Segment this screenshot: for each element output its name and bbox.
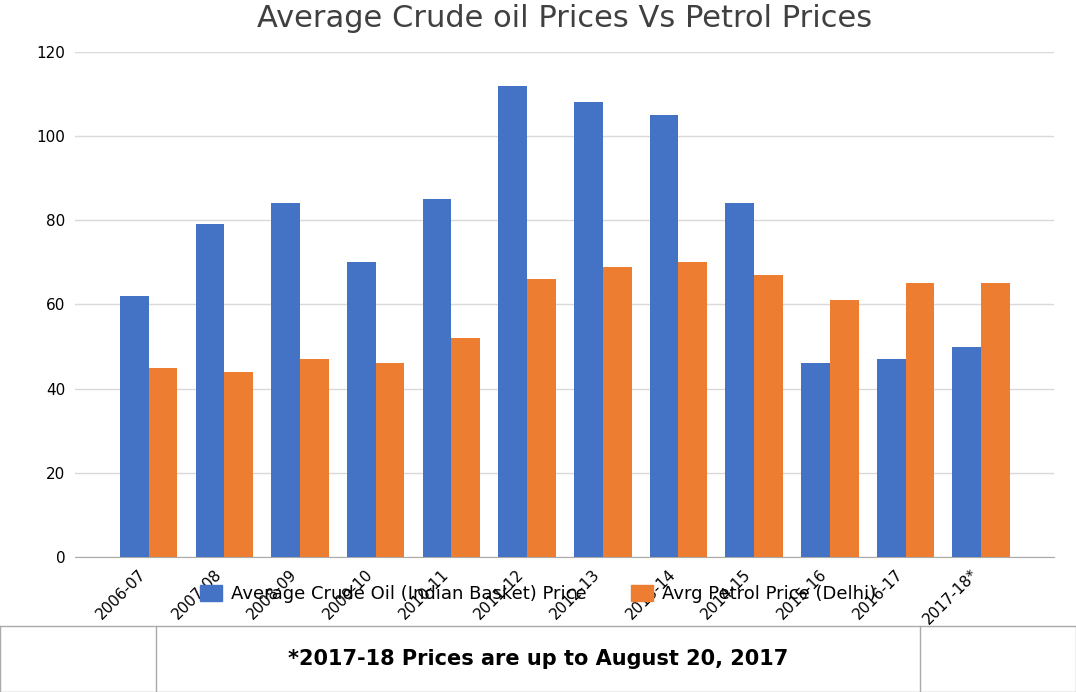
Bar [801, 363, 830, 557]
Bar [224, 372, 253, 557]
Bar [830, 300, 859, 557]
Bar [906, 284, 934, 557]
Bar [498, 86, 527, 557]
Bar [650, 115, 679, 557]
Bar [603, 266, 632, 557]
Legend: Average Crude Oil (Indian Basket) Price, Avrg Petrol Price (Delhi): Average Crude Oil (Indian Basket) Price,… [193, 578, 883, 610]
Bar [346, 262, 376, 557]
Bar [527, 279, 556, 557]
Bar [754, 275, 783, 557]
Bar [451, 338, 480, 557]
Bar [300, 359, 329, 557]
Title: Average Crude oil Prices Vs Petrol Prices: Average Crude oil Prices Vs Petrol Price… [257, 4, 873, 33]
Bar [574, 102, 603, 557]
Bar [271, 203, 300, 557]
Bar [952, 347, 981, 557]
Bar [423, 199, 451, 557]
Bar [148, 367, 178, 557]
Text: *2017-18 Prices are up to August 20, 2017: *2017-18 Prices are up to August 20, 201… [288, 649, 788, 669]
Bar [981, 284, 1010, 557]
Bar [725, 203, 754, 557]
Bar [196, 224, 224, 557]
Bar [376, 363, 405, 557]
Bar [679, 262, 707, 557]
Bar [877, 359, 906, 557]
Bar [119, 296, 148, 557]
